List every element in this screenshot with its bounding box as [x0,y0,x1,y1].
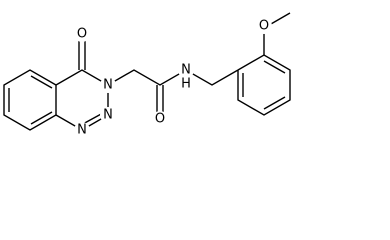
mask [74,26,90,42]
label-masks [74,18,272,138]
atom-label: N [103,78,113,93]
atom-label: H [181,77,191,92]
bonds [3,12,291,131]
atom-label: O [155,112,165,127]
atom-label: N [103,108,113,123]
atom-labels: O N N N O N H O [77,19,269,138]
double-bond [263,96,286,110]
mask [152,111,168,127]
benzo-ring [3,69,57,131]
double-bond [30,111,53,125]
aryl-ring [237,54,291,116]
double-bond [263,60,286,74]
mask [74,122,90,138]
structure-diagram: O N N N O N H O [3,12,291,138]
page: {"atoms": ["O", "N", "N", "N", "O", "N",… [3,12,291,138]
atom-label: N [181,63,191,78]
atom-label: N [77,123,87,138]
mask [256,18,272,34]
chain [107,69,239,86]
mask [100,107,116,123]
triazine-ring [55,69,109,131]
molecule: O N N N O N H O [3,12,291,138]
double-bond [30,75,53,89]
atom-label: O [77,27,87,42]
atom-label: O [259,19,269,34]
mask [100,77,116,93]
mask [178,62,194,78]
